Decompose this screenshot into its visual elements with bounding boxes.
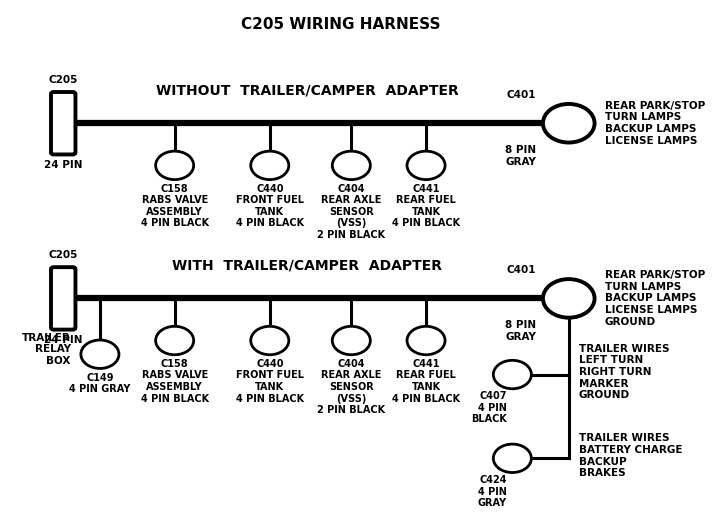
Text: C441
REAR FUEL
TANK
4 PIN BLACK: C441 REAR FUEL TANK 4 PIN BLACK bbox=[392, 359, 460, 404]
Circle shape bbox=[333, 326, 370, 355]
Text: 24 PIN: 24 PIN bbox=[44, 335, 83, 345]
Text: 8 PIN
GRAY: 8 PIN GRAY bbox=[505, 145, 536, 166]
Text: C401: C401 bbox=[507, 90, 536, 100]
Circle shape bbox=[251, 151, 289, 179]
Circle shape bbox=[543, 279, 595, 317]
Circle shape bbox=[407, 326, 445, 355]
Circle shape bbox=[81, 340, 119, 369]
Circle shape bbox=[407, 151, 445, 179]
Text: TRAILER
RELAY
BOX: TRAILER RELAY BOX bbox=[22, 332, 71, 366]
Text: WITH  TRAILER/CAMPER  ADAPTER: WITH TRAILER/CAMPER ADAPTER bbox=[172, 258, 442, 272]
Circle shape bbox=[251, 326, 289, 355]
Text: C205 WIRING HARNESS: C205 WIRING HARNESS bbox=[241, 17, 441, 32]
Text: C440
FRONT FUEL
TANK
4 PIN BLACK: C440 FRONT FUEL TANK 4 PIN BLACK bbox=[235, 359, 304, 404]
Text: C441
REAR FUEL
TANK
4 PIN BLACK: C441 REAR FUEL TANK 4 PIN BLACK bbox=[392, 184, 460, 229]
Circle shape bbox=[333, 151, 370, 179]
Text: C205: C205 bbox=[48, 75, 78, 85]
Circle shape bbox=[156, 151, 194, 179]
Circle shape bbox=[156, 326, 194, 355]
Text: C440
FRONT FUEL
TANK
4 PIN BLACK: C440 FRONT FUEL TANK 4 PIN BLACK bbox=[235, 184, 304, 229]
Text: REAR PARK/STOP
TURN LAMPS
BACKUP LAMPS
LICENSE LAMPS
GROUND: REAR PARK/STOP TURN LAMPS BACKUP LAMPS L… bbox=[605, 270, 705, 327]
Text: C158
RABS VALVE
ASSEMBLY
4 PIN BLACK: C158 RABS VALVE ASSEMBLY 4 PIN BLACK bbox=[140, 359, 209, 404]
Text: C158
RABS VALVE
ASSEMBLY
4 PIN BLACK: C158 RABS VALVE ASSEMBLY 4 PIN BLACK bbox=[140, 184, 209, 229]
Text: C424
4 PIN
GRAY: C424 4 PIN GRAY bbox=[478, 475, 507, 508]
Text: C149
4 PIN GRAY: C149 4 PIN GRAY bbox=[69, 373, 130, 394]
FancyBboxPatch shape bbox=[51, 267, 76, 330]
Text: C407
4 PIN
BLACK: C407 4 PIN BLACK bbox=[471, 391, 507, 424]
Circle shape bbox=[493, 444, 531, 473]
Text: 24 PIN: 24 PIN bbox=[44, 160, 83, 170]
Text: C404
REAR AXLE
SENSOR
(VSS)
2 PIN BLACK: C404 REAR AXLE SENSOR (VSS) 2 PIN BLACK bbox=[318, 184, 385, 240]
FancyBboxPatch shape bbox=[51, 92, 76, 155]
Text: WITHOUT  TRAILER/CAMPER  ADAPTER: WITHOUT TRAILER/CAMPER ADAPTER bbox=[156, 83, 459, 97]
Text: C401: C401 bbox=[507, 265, 536, 275]
Text: TRAILER WIRES
BATTERY CHARGE
BACKUP
BRAKES: TRAILER WIRES BATTERY CHARGE BACKUP BRAK… bbox=[579, 433, 683, 478]
Circle shape bbox=[543, 104, 595, 143]
Circle shape bbox=[493, 360, 531, 389]
Text: REAR PARK/STOP
TURN LAMPS
BACKUP LAMPS
LICENSE LAMPS: REAR PARK/STOP TURN LAMPS BACKUP LAMPS L… bbox=[605, 101, 705, 146]
Text: C404
REAR AXLE
SENSOR
(VSS)
2 PIN BLACK: C404 REAR AXLE SENSOR (VSS) 2 PIN BLACK bbox=[318, 359, 385, 415]
Text: TRAILER WIRES
LEFT TURN
RIGHT TURN
MARKER
GROUND: TRAILER WIRES LEFT TURN RIGHT TURN MARKE… bbox=[579, 344, 670, 400]
Text: C205: C205 bbox=[48, 250, 78, 260]
Text: 8 PIN
GRAY: 8 PIN GRAY bbox=[505, 320, 536, 342]
